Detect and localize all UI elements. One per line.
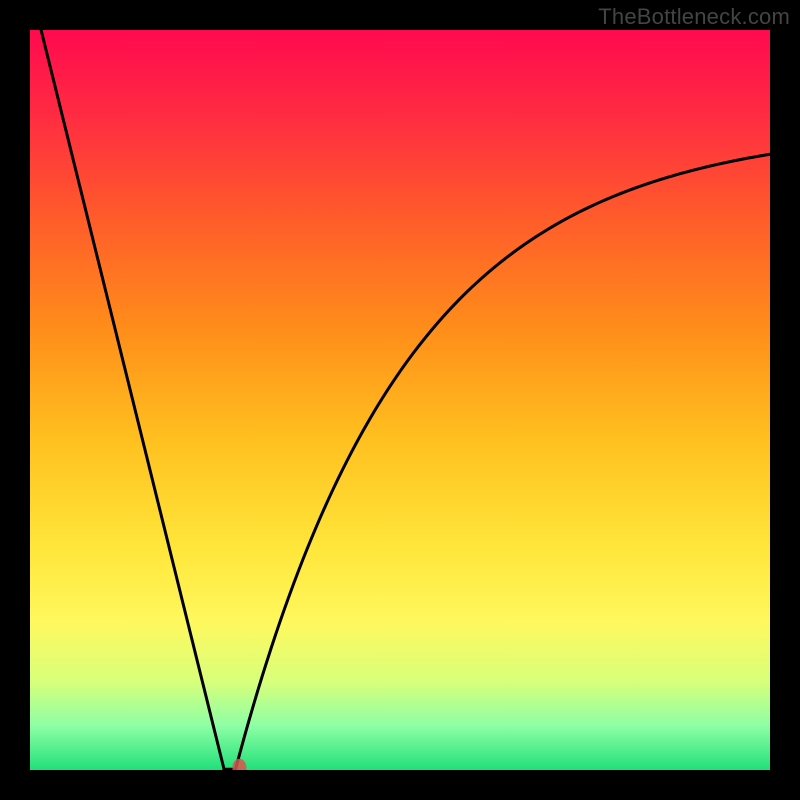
chart-container: TheBottleneck.com [0,0,800,800]
plot-svg [30,30,770,770]
plot-area [30,30,770,770]
watermark-text: TheBottleneck.com [598,4,790,30]
gradient-background [30,30,770,770]
